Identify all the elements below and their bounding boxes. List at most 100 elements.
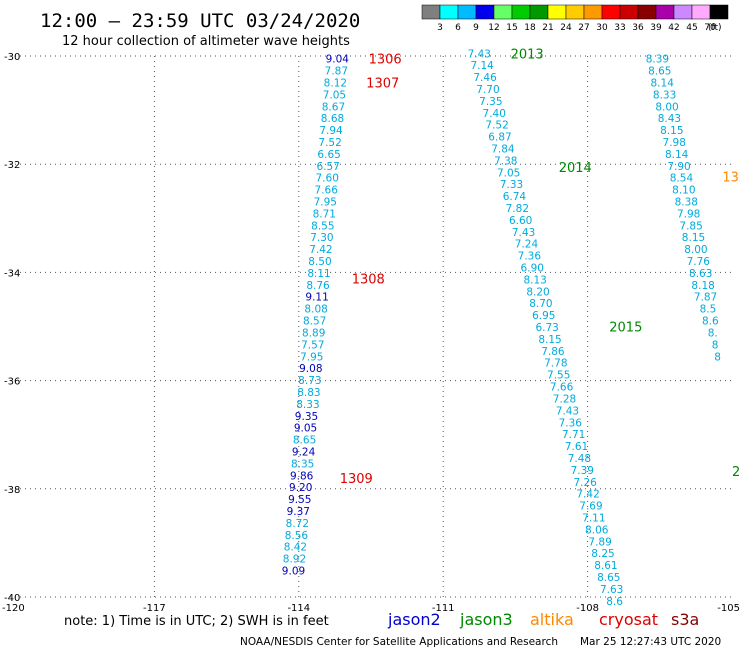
- wave-height-value: 7.38: [494, 155, 517, 167]
- timestamp-text: Mar 25 12:27:43 UTC 2020: [580, 636, 721, 648]
- color-swatch: [493, 4, 513, 20]
- wave-height-value: 8.11: [307, 268, 330, 280]
- wave-height-value: 8.00: [684, 244, 707, 256]
- color-legend-label: 24: [560, 23, 572, 33]
- mission-altika: altika: [530, 610, 574, 629]
- x-tick-label: -114: [287, 603, 310, 614]
- wave-height-value: 8.56: [285, 530, 309, 542]
- wave-height-value: 8.72: [286, 518, 309, 530]
- color-swatch: [421, 4, 441, 20]
- wave-height-value: 8.33: [296, 399, 319, 411]
- color-legend-label: 70: [704, 23, 716, 33]
- wave-height-value: 7.55: [547, 370, 570, 382]
- wave-height-value: 9.35: [295, 411, 318, 423]
- color-legend-label: 30: [596, 23, 608, 33]
- wave-height-value: 9.37: [287, 506, 310, 518]
- pass-number-label: 2015: [609, 321, 642, 336]
- wave-height-value: 8: [712, 339, 719, 351]
- track-altika: 8.398.658.148.338.008.438.157.988.147.90…: [646, 54, 740, 364]
- wave-height-value: 7.89: [588, 536, 611, 548]
- wave-height-value: 8.39: [646, 54, 669, 66]
- wave-height-value: 7.87: [325, 66, 348, 78]
- wave-height-value: 8: [714, 351, 721, 363]
- color-swatch: [475, 4, 495, 20]
- wave-height-value: 7.35: [479, 96, 502, 108]
- wave-height-value: 8.76: [306, 280, 330, 292]
- wave-height-value: 7.82: [506, 203, 529, 215]
- pass-number-label: 2: [732, 465, 740, 480]
- color-legend-unit: (ft): [708, 23, 722, 33]
- pass-number-label: 1309: [340, 472, 373, 487]
- wave-height-value: 8.50: [308, 256, 331, 268]
- wave-height-value: 7.28: [553, 393, 576, 405]
- color-swatch: [619, 4, 639, 20]
- wave-height-value: 8.57: [303, 316, 326, 328]
- wave-height-value: 6.65: [317, 149, 340, 161]
- wave-height-value: 7.43: [556, 405, 579, 417]
- color-legend-label: 36: [632, 23, 644, 33]
- color-swatch: [637, 4, 657, 20]
- wave-height-value: 8.55: [311, 220, 334, 232]
- color-swatch: [457, 4, 477, 20]
- color-legend-label: 45: [686, 23, 697, 33]
- color-legend-label: 39: [650, 23, 662, 33]
- y-tick-label: -38: [4, 485, 20, 496]
- wave-height-value: 8.00: [655, 101, 678, 113]
- color-legend-label: 18: [524, 23, 536, 33]
- color-legend-label: 12: [488, 23, 499, 33]
- wave-height-value: 7.48: [568, 453, 591, 465]
- wave-height-value: 7.40: [483, 108, 506, 120]
- x-tick-label: -108: [576, 603, 599, 614]
- color-legend-label: 33: [614, 23, 625, 33]
- wave-height-value: 7.26: [573, 477, 597, 489]
- wave-height-value: 7.63: [600, 584, 623, 596]
- wave-height-value: 8.: [708, 327, 718, 339]
- wave-height-value: 8.08: [304, 304, 327, 316]
- footer-note: note: 1) Time is in UTC; 2) SWH is in fe…: [64, 614, 329, 629]
- wave-height-value: 8.35: [291, 458, 314, 470]
- pass-number-label: 1308: [352, 272, 385, 287]
- color-legend-label: 15: [506, 23, 517, 33]
- wave-height-value: 8.14: [665, 149, 689, 161]
- wave-height-value: 7.98: [677, 208, 700, 220]
- wave-height-value: 7.36: [559, 417, 583, 429]
- wave-height-value: 7.94: [319, 125, 343, 137]
- wave-height-value: 8.65: [648, 66, 671, 78]
- wave-height-value: 8.42: [284, 542, 307, 554]
- color-swatch: [529, 4, 549, 20]
- pass-number-label: 1307: [366, 77, 399, 92]
- wave-height-value: 7.71: [562, 429, 585, 441]
- wave-height-value: 7.98: [663, 137, 686, 149]
- color-legend-label: 3: [437, 23, 443, 33]
- mission-cryosat: cryosat: [599, 610, 658, 629]
- mission-jason3: jason3: [459, 610, 513, 629]
- wave-height-value: 8.6: [606, 596, 623, 608]
- wave-height-value: 8.18: [691, 280, 714, 292]
- wave-height-value: 7.57: [301, 339, 324, 351]
- wave-height-value: 8.06: [585, 524, 609, 536]
- y-tick-label: -32: [4, 160, 20, 171]
- color-swatch: [565, 4, 585, 20]
- wave-height-value: 8.25: [591, 548, 614, 560]
- wave-height-value: 9.55: [288, 494, 311, 506]
- mission-jason2: jason2: [387, 610, 441, 629]
- x-tick-label: -105: [717, 603, 740, 614]
- wave-height-value: 7.43: [512, 227, 535, 239]
- wave-height-value: 8.68: [321, 113, 344, 125]
- wave-height-value: 7.42: [576, 489, 599, 501]
- wave-height-value: 8.63: [689, 268, 712, 280]
- wave-height-value: 8.54: [670, 173, 694, 185]
- pass-number-label: 132: [722, 171, 740, 186]
- chart-subtitle: 12 hour collection of altimeter wave hei…: [62, 34, 350, 49]
- color-legend-label: 21: [542, 23, 553, 33]
- wave-height-value: 7.60: [316, 173, 339, 185]
- wave-height-value: 8.15: [538, 334, 561, 346]
- color-swatch: [583, 4, 603, 20]
- color-legend-label: 6: [455, 23, 461, 33]
- wave-height-value: 7.61: [565, 441, 588, 453]
- wave-height-value: 8.67: [322, 101, 345, 113]
- wave-height-value: 7.46: [473, 72, 497, 84]
- color-swatch: [547, 4, 567, 20]
- axis-labels: -120 -117 -114 -111 -108 -105 -30 -32 -34 -36 -38 -…: [2, 52, 740, 614]
- wave-height-value: 8.73: [298, 375, 321, 387]
